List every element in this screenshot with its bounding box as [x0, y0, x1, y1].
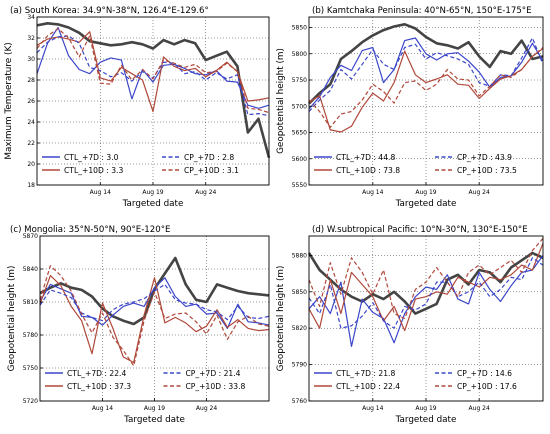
panel-a-ytick-label: 28: [27, 77, 35, 84]
panel-b-xtick-label: Aug 14: [362, 189, 383, 196]
panel-d-legend-label: CP_+7D : 14.6: [457, 369, 512, 378]
panel-a-ytick-label: 20: [27, 161, 35, 168]
panel-b-title: (b) Kamtchaka Peninsula: 40°N-65°N, 150°…: [312, 6, 532, 16]
panel-d-xtick-label: Aug 19: [415, 405, 436, 412]
panel-a-series-0-line: [36, 21, 271, 159]
panel-a-ytick-label: 18: [27, 182, 35, 189]
panel-b-ytick-label: 5550: [292, 182, 307, 189]
panel-b-ytick-label: 5600: [292, 156, 307, 163]
panel-d-ytick-label: 5850: [292, 289, 307, 296]
panel-a-series-1-line: [36, 26, 270, 109]
panel-b-series-4-line: [308, 47, 544, 128]
panel-c-xtick-label: Aug 24: [196, 405, 217, 412]
panel-c-xtick-label: Aug 19: [144, 405, 165, 412]
panel-a-xtick-label: Aug 19: [142, 189, 163, 196]
panel-b-legend-label: CP_+10D : 73.5: [457, 166, 517, 175]
panel-b-xtick-label: Aug 19: [415, 189, 436, 196]
panel-d-ytick-label: 5790: [292, 362, 307, 369]
panel-a-series-4-line: [36, 28, 270, 114]
panel-d-series-2-line: [308, 243, 544, 332]
panel-a-ytick-label: 32: [27, 35, 35, 42]
panel-c-ytick-label: 5750: [23, 365, 38, 372]
panel-c-legend-label: CP_+10D : 33.8: [186, 382, 246, 391]
panel-a-xtick-label: Aug 14: [90, 189, 111, 196]
panel-b-ylabel: Geopotential height (m): [276, 48, 286, 154]
panel-c-title: (c) Mongolia: 35°N-50°N, 90°E-120°E: [10, 225, 170, 235]
panel-c-ylabel: Geopotential height (m): [7, 266, 17, 372]
panel-d: (d) W.subtropical Pacific: 10°N-30°N, 13…: [276, 225, 544, 425]
panel-c-legend-label: CTL_+7D : 22.4: [67, 369, 126, 378]
panel-d-series-3-line: [308, 257, 544, 329]
panel-a-ytick-label: 34: [27, 14, 35, 21]
panel-b-xtick-label: Aug 24: [469, 189, 490, 196]
panel-c-ytick-label: 5870: [23, 233, 38, 240]
panel-a-xtick-label: Aug 24: [195, 189, 216, 196]
panel-c: (c) Mongolia: 35°N-50°N, 90°E-120°E 5720 5…: [7, 225, 270, 425]
panel-d-legend-label: CTL_+10D : 22.4: [336, 382, 400, 391]
panel-c-ytick-label: 5780: [23, 332, 38, 339]
panel-d-legend-label: CP_+10D : 17.6: [457, 382, 517, 391]
panel-a-ytick-label: 26: [27, 98, 35, 105]
panel-c-series-2-line: [39, 275, 270, 364]
panel-b-series-0-line: [308, 22, 544, 105]
panel-b-legend-label: CTL_+10D : 73.8: [336, 166, 400, 175]
panel-c-xlabel: Targeted date: [123, 415, 185, 425]
panel-a-ytick-label: 24: [27, 119, 35, 126]
panel-b-ytick-label: 5650: [292, 130, 307, 137]
panel-c-ytick-label: 5720: [23, 398, 38, 405]
panel-d-series-0-line: [307, 251, 544, 315]
panel-d-title: (d) W.subtropical Pacific: 10°N-30°N, 13…: [312, 225, 528, 235]
panel-d-ylabel: Geopotential height (m): [276, 266, 286, 372]
panel-b-series-2-line: [308, 48, 544, 133]
panel-a-title: (a) South Korea: 34.9°N-38°N, 126.4°E-12…: [10, 6, 209, 16]
panel-a-xlabel: Targeted date: [122, 199, 184, 209]
panel-b-ytick-label: 5800: [292, 51, 307, 58]
panel-c-xtick-label: Aug 14: [92, 405, 113, 412]
panel-c-series-4-line: [39, 265, 270, 367]
panel-b-series-1-line: [308, 37, 544, 110]
panel-a-legend-label: CP_+7D : 2.8: [184, 153, 234, 162]
panel-d-ytick-label: 5760: [292, 398, 307, 405]
panel-c-legend-label: CTL_+10D : 37.3: [67, 382, 131, 391]
panel-b-xlabel: Targeted date: [395, 199, 457, 209]
panel-a: (a) South Korea: 34.9°N-38°N, 126.4°E-12…: [4, 6, 271, 209]
panel-a-ylabel: Maximum Temperature (K): [4, 42, 14, 159]
panel-c-legend-label: CP_+7D : 21.4: [186, 369, 241, 378]
panel-b: (b) Kamtchaka Peninsula: 40°N-65°N, 150°…: [276, 6, 544, 209]
panel-c-ytick-label: 5810: [23, 299, 38, 306]
panel-a-legend-label: CP_+10D : 3.1: [184, 166, 239, 175]
panel-a-legend-label: CTL_+7D : 3.0: [64, 153, 119, 162]
panel-b-ytick-label: 5850: [292, 25, 307, 32]
panel-c-ytick-label: 5840: [23, 266, 38, 273]
panel-a-ytick-label: 30: [27, 56, 35, 63]
panel-b-ytick-label: 5750: [292, 77, 307, 84]
panel-d-xtick-label: Aug 14: [362, 405, 383, 412]
panel-b-legend-label: CTL_+7D : 44.8: [336, 153, 395, 162]
panel-d-ytick-label: 5820: [292, 325, 307, 332]
panel-d-legend-label: CTL_+7D : 21.8: [336, 369, 395, 378]
panel-c-series-3-line: [39, 283, 270, 322]
panel-d-ytick-label: 5880: [292, 252, 307, 259]
panel-b-legend-label: CP_+7D : 43.9: [457, 153, 512, 162]
panel-d-xtick-label: Aug 24: [469, 405, 490, 412]
panel-a-legend-label: CTL_+10D : 3.3: [64, 166, 123, 175]
panel-d-series-1-line: [308, 255, 544, 347]
panel-d-series-4-line: [308, 238, 544, 320]
panel-b-ytick-label: 5700: [292, 103, 307, 110]
panel-d-xlabel: Targeted date: [395, 415, 457, 425]
panel-a-ytick-label: 22: [27, 140, 35, 147]
